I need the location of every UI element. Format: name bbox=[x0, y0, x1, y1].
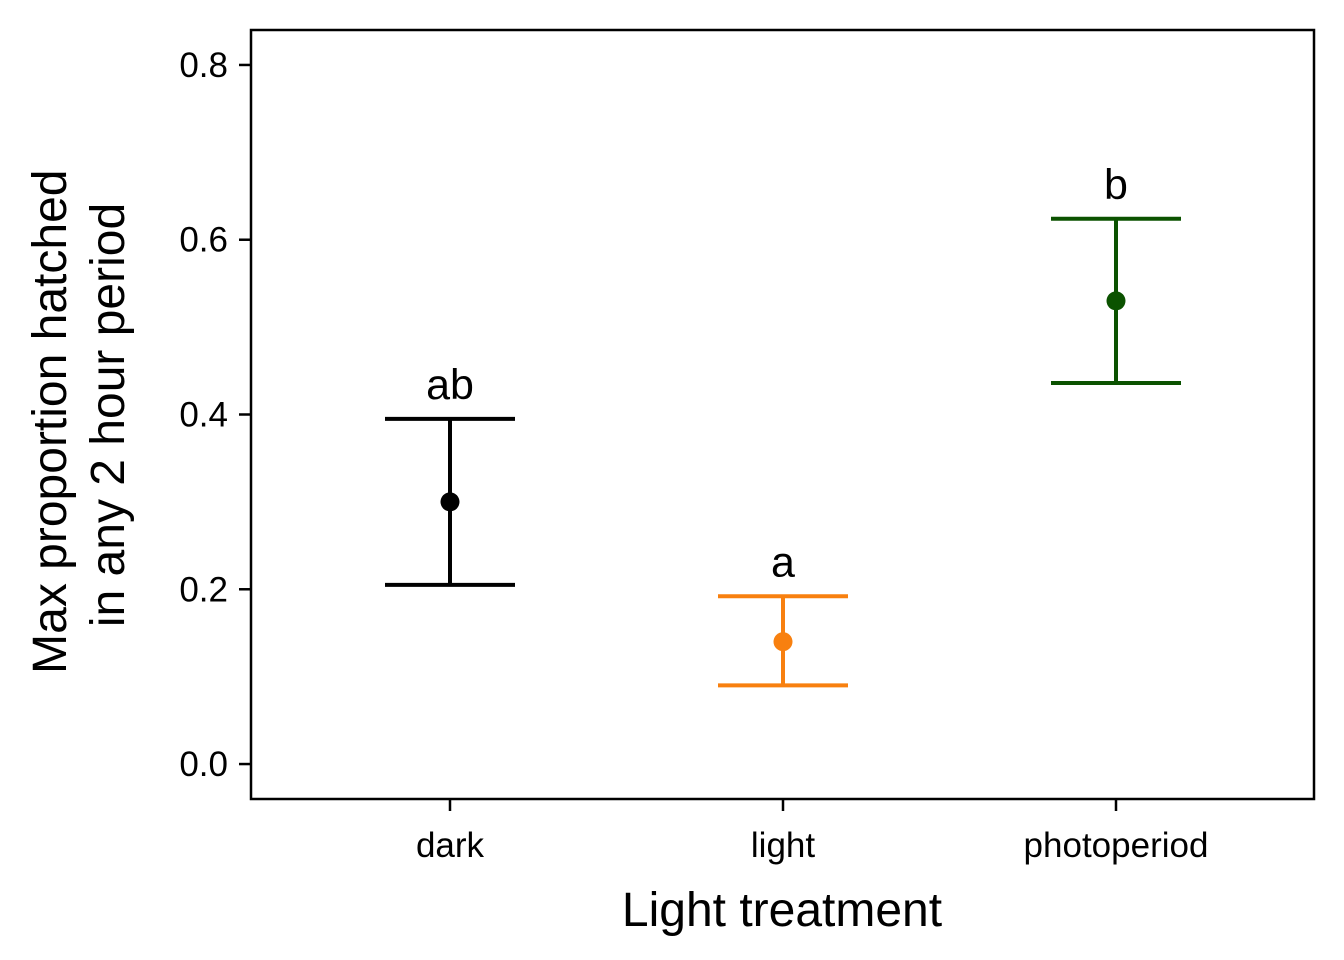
point-light bbox=[773, 632, 793, 652]
y-tick-label: 0.6 bbox=[179, 221, 228, 260]
point-photoperiod bbox=[1106, 291, 1126, 311]
y-axis-title-line-1: Max proportion hatched bbox=[24, 170, 77, 674]
significance-label-photoperiod: b bbox=[1104, 161, 1128, 209]
y-tick-label: 0.8 bbox=[179, 46, 228, 85]
y-tick-label: 0.0 bbox=[179, 745, 228, 784]
point-group-light: a bbox=[718, 538, 848, 688]
y-axis-title: Max proportion hatched in any 2 hour per… bbox=[24, 156, 135, 674]
point-group-dark: ab bbox=[385, 361, 515, 587]
y-tick-label: 0.2 bbox=[179, 570, 228, 609]
y-tick-label: 0.4 bbox=[179, 396, 228, 435]
significance-label-light: a bbox=[771, 538, 795, 586]
y-axis: 0.0 0.2 0.4 0.6 0.8 bbox=[179, 46, 251, 784]
point-dark bbox=[440, 492, 460, 512]
x-tick-label: light bbox=[751, 826, 815, 865]
y-axis-title-line-2: in any 2 hour period bbox=[82, 203, 135, 627]
x-axis: dark light photoperiod bbox=[416, 799, 1208, 865]
significance-label-dark: ab bbox=[426, 361, 474, 409]
x-tick-label: photoperiod bbox=[1024, 826, 1209, 865]
x-tick-label: dark bbox=[416, 826, 485, 865]
point-group-photoperiod: b bbox=[1051, 161, 1181, 386]
x-axis-title: Light treatment bbox=[622, 884, 942, 937]
